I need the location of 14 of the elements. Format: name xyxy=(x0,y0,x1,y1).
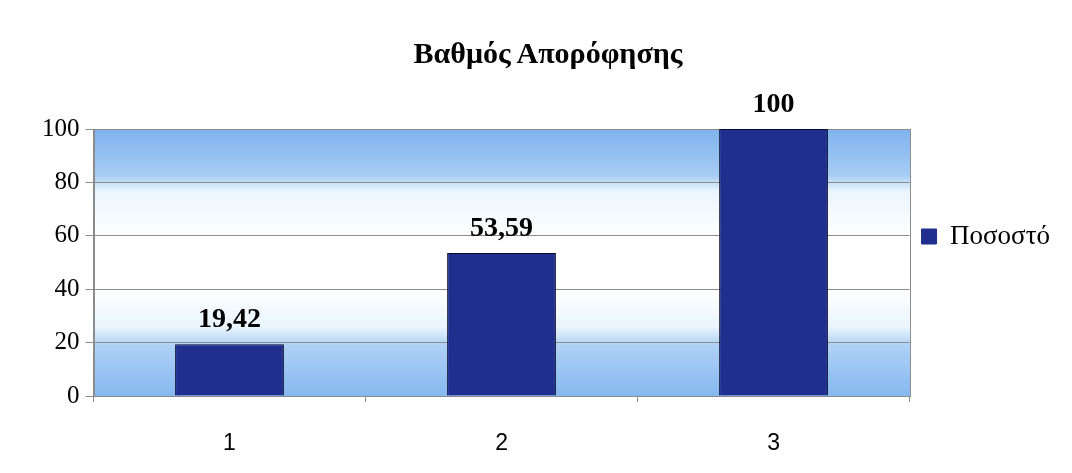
data-label: 19,42 xyxy=(198,302,262,334)
data-label: 53,59 xyxy=(470,211,534,243)
y-tick-label: 20 xyxy=(54,327,80,355)
x-tick-label: 1 xyxy=(223,429,236,456)
data-label: 100 xyxy=(752,87,795,119)
y-tick-label: 100 xyxy=(42,113,80,141)
y-tick-label: 80 xyxy=(54,166,80,194)
x-tick-label: 2 xyxy=(495,429,508,456)
y-tick-label: 0 xyxy=(67,380,80,408)
y-tick-label: 40 xyxy=(54,273,80,301)
x-tick-label: 3 xyxy=(767,429,780,456)
chart-title: Βαθμός Απορόφησης xyxy=(413,35,683,69)
legend-label: Ποσοστό xyxy=(950,219,1051,250)
y-tick-label: 60 xyxy=(54,220,80,248)
